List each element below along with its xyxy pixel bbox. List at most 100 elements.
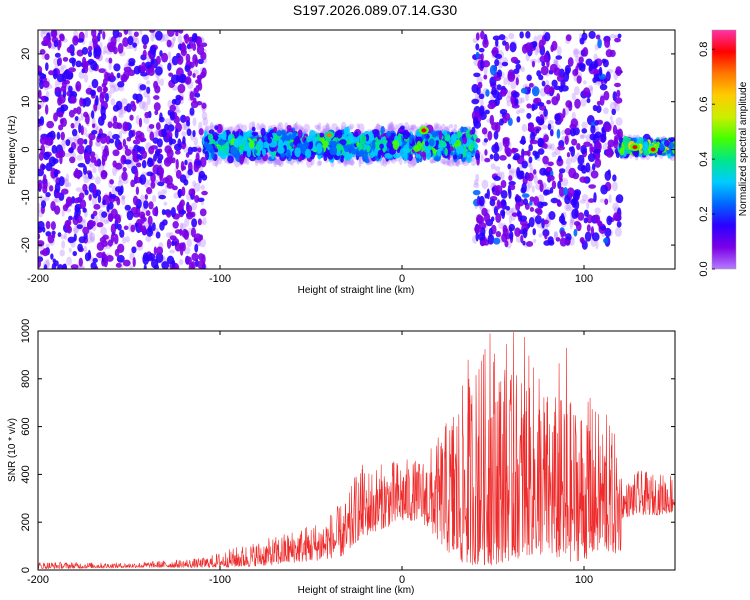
heat-cell [558,85,564,93]
heat-cell [538,111,545,116]
heat-cell [148,146,155,155]
heat-cell [161,208,166,216]
heat-cell [556,46,562,56]
heat-cell [227,155,234,164]
heat-cell [161,52,169,63]
heat-cell [478,47,485,53]
heat-cell [585,162,591,173]
heat-cell [267,137,272,144]
heat-cell [274,158,280,166]
heat-cell [87,58,95,65]
heat-cell [277,139,284,150]
heat-cell [184,33,190,44]
heat-cell [531,86,540,97]
heat-cell [139,174,147,185]
heat-cell [590,170,599,179]
heat-cell [196,42,201,48]
y-tick-label: 10 [20,96,32,108]
heat-cell [458,144,464,155]
heat-cell [45,243,50,249]
heat-cell [115,100,123,111]
y-tick-label: -20 [20,237,32,253]
heat-cell [532,238,537,243]
heat-cell [84,30,89,39]
heat-cell [171,157,176,164]
heat-cell [148,124,155,129]
heat-cell [603,78,608,84]
heat-cell [214,125,219,131]
heat-cell [512,91,520,98]
heat-cell [251,126,256,132]
heat-cell [494,58,500,67]
heat-cell [192,117,197,127]
heat-cell [125,235,130,243]
heat-cell [64,152,70,158]
heat-cell [510,80,517,90]
heat-cell [512,155,520,161]
heat-cell [571,208,579,219]
heat-cell [68,85,73,93]
heat-cell [99,217,106,223]
heat-cell [571,138,578,146]
heat-cell [175,169,182,179]
heat-cell [528,82,534,88]
heat-cell [167,51,172,60]
heat-cell [144,61,153,69]
heat-cell [433,122,439,130]
heat-cell [128,30,133,37]
heat-cell [116,144,123,151]
heat-cell [41,164,46,170]
heat-cell [507,163,512,170]
heat-cell [554,113,561,122]
heat-cell [141,150,148,160]
heat-cell [380,125,385,135]
heat-cell [484,149,488,156]
heat-cell [525,30,531,39]
heat-cell [521,193,530,198]
heat-cell [101,251,106,260]
heat-cell [123,66,132,73]
heat-cell [482,60,491,68]
heat-cell [498,222,504,229]
heat-cell [96,241,105,251]
heat-cell [569,219,574,230]
heat-cell [47,234,55,244]
heat-cell [42,226,46,233]
heat-cell [93,47,97,59]
heat-cell [113,46,118,55]
heat-cell [60,85,67,92]
heat-cell [201,42,208,47]
heat-cell [484,157,491,163]
heat-cell [154,85,161,94]
heat-cell [506,100,512,107]
heat-cell [105,254,114,262]
heat-cell [40,200,47,209]
heat-cell [132,139,141,145]
heat-cell [108,201,114,210]
heat-cell [411,124,417,130]
heat-cell [38,179,43,191]
heat-cell [186,238,192,248]
heat-cell [562,71,570,83]
heat-cell [110,72,114,81]
heat-cell [97,133,101,140]
heat-cell [304,128,308,134]
heat-cell [58,176,65,187]
heat-cell [178,30,184,34]
heat-cell [142,254,150,265]
heat-cell [122,138,127,147]
heat-cell [53,112,58,122]
heat-cell [500,189,508,199]
heat-cell [77,137,85,146]
heat-cell [246,147,252,158]
heat-cell [553,67,561,76]
heat-cell [134,168,139,179]
heat-cell [428,138,435,147]
heat-cell [159,78,165,87]
heat-cell [155,148,161,157]
heat-cell [158,164,163,176]
heat-cell [181,131,187,137]
heat-cell [115,262,122,268]
y-tick-label: 600 [20,417,32,435]
heat-cell [581,194,589,202]
